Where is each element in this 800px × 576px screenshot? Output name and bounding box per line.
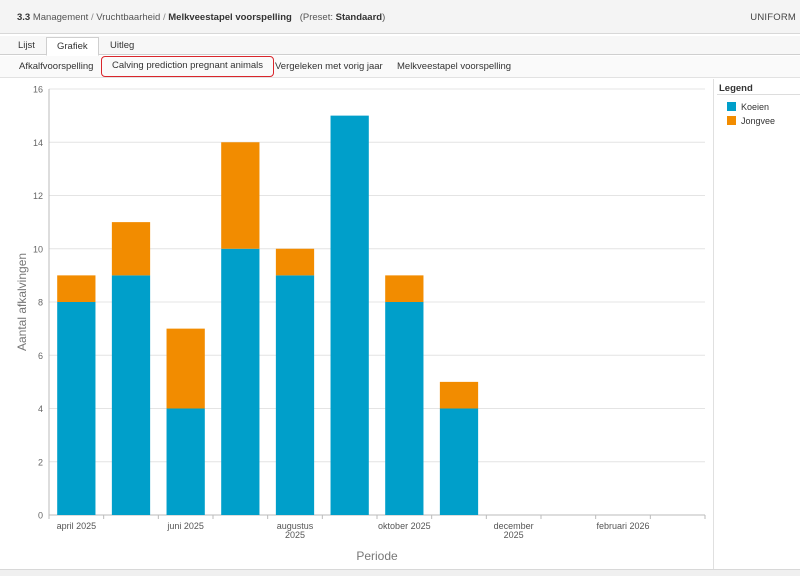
- bar-jongvee-4: [275, 248, 315, 276]
- legend-item-jongvee[interactable]: Jongvee: [727, 116, 775, 128]
- bar-koeien-0: [57, 302, 96, 515]
- x-tick-label: oktober 2025: [378, 521, 431, 531]
- title-bar: 3.3 Management / Vruchtbaarheid / Melkve…: [0, 0, 800, 34]
- bar-jongvee-7: [439, 381, 479, 409]
- y-tick-label: 10: [33, 244, 43, 254]
- bar-chart: 0 2 4 6 8 10 12 14 16 april 2025 juni 2025 augustus…: [15, 85, 706, 563]
- legend-panel: Legend Koeien Jongvee: [714, 79, 800, 569]
- bar-koeien-4: [275, 275, 315, 515]
- breadcrumb: 3.3 Management / Vruchtbaarheid / Melkve…: [17, 12, 385, 23]
- bar-jongvee-6: [385, 275, 424, 302]
- legend-swatch-koeien: [727, 102, 736, 111]
- legend-swatch-jongvee: [727, 116, 736, 125]
- x-tick-label: december: [494, 521, 534, 531]
- x-tick-label: februari 2026: [596, 521, 649, 531]
- x-axis-title: Periode: [356, 549, 398, 563]
- y-tick-label: 12: [33, 191, 43, 201]
- bar-koeien-1: [111, 275, 151, 515]
- bar-koeien-6: [385, 302, 424, 515]
- subtab-calving-prediction[interactable]: Calving prediction pregnant animals: [101, 56, 275, 77]
- subtab-melkveestapel-voorspelling[interactable]: Melkveestapel voorspelling: [397, 61, 512, 72]
- breadcrumb-code: 3.3: [17, 12, 31, 23]
- y-tick-label: 0: [38, 511, 43, 521]
- y-axis-title: Aantal afkalvingen: [15, 253, 29, 351]
- legend-label-koeien: Koeien: [741, 102, 770, 112]
- x-tick-label: 2025: [285, 530, 305, 540]
- breadcrumb-section[interactable]: Management: [32, 12, 89, 23]
- legend-item-koeien[interactable]: Koeien: [727, 102, 769, 114]
- legend-divider: [717, 94, 800, 95]
- bar-koeien-7: [439, 408, 479, 515]
- preset-close: ): [382, 12, 386, 23]
- x-tick-label: augustus: [277, 521, 314, 531]
- preset-label: (Preset:: [299, 12, 333, 23]
- tab-lijst[interactable]: Lijst: [18, 40, 35, 51]
- chart-subtabs: Afkalfvoorspelling Calving prediction pr…: [0, 56, 800, 78]
- y-tick-label: 8: [38, 298, 43, 308]
- y-tick-label: 14: [33, 138, 43, 148]
- main-tabs: Lijst Grafiek Uitleg: [0, 36, 800, 56]
- footer-bar: [0, 569, 800, 576]
- bar-jongvee-3: [221, 142, 260, 249]
- y-tick-label: 6: [38, 351, 43, 361]
- bar-koeien-3: [221, 248, 260, 515]
- legend-label-jongvee: Jongvee: [741, 116, 776, 126]
- subtab-afkalfvoorspelling[interactable]: Afkalfvoorspelling: [19, 61, 94, 72]
- tab-uitleg[interactable]: Uitleg: [110, 40, 135, 51]
- breadcrumb-sub[interactable]: Vruchtbaarheid: [96, 12, 161, 23]
- brand-label: UNIFORM: [750, 12, 796, 23]
- bar-jongvee-1: [111, 222, 151, 276]
- x-tick-label: 2025: [504, 530, 524, 540]
- bar-jongvee-2: [166, 328, 205, 409]
- breadcrumb-separator: /: [162, 12, 166, 23]
- preset-value[interactable]: Standaard: [335, 12, 383, 23]
- bar-koeien-2: [166, 408, 205, 515]
- y-tick-label: 2: [38, 457, 43, 467]
- bar-koeien-5: [330, 115, 369, 515]
- legend-title: Legend: [719, 83, 753, 94]
- y-tick-label: 16: [33, 85, 43, 95]
- chart-panel: 0 2 4 6 8 10 12 14 16 april 2025 juni 2025 augustus…: [0, 79, 714, 569]
- subtab-vergeleken-vorig-jaar[interactable]: Vergeleken met vorig jaar: [275, 61, 383, 72]
- tab-grafiek[interactable]: Grafiek: [46, 37, 99, 56]
- x-tick-label: april 2025: [57, 521, 97, 531]
- page-title: Melkveestapel voorspelling: [168, 12, 292, 23]
- y-tick-label: 4: [38, 404, 43, 414]
- breadcrumb-separator: /: [90, 12, 94, 23]
- x-tick-label: juni 2025: [166, 521, 204, 531]
- bar-jongvee-0: [57, 275, 96, 302]
